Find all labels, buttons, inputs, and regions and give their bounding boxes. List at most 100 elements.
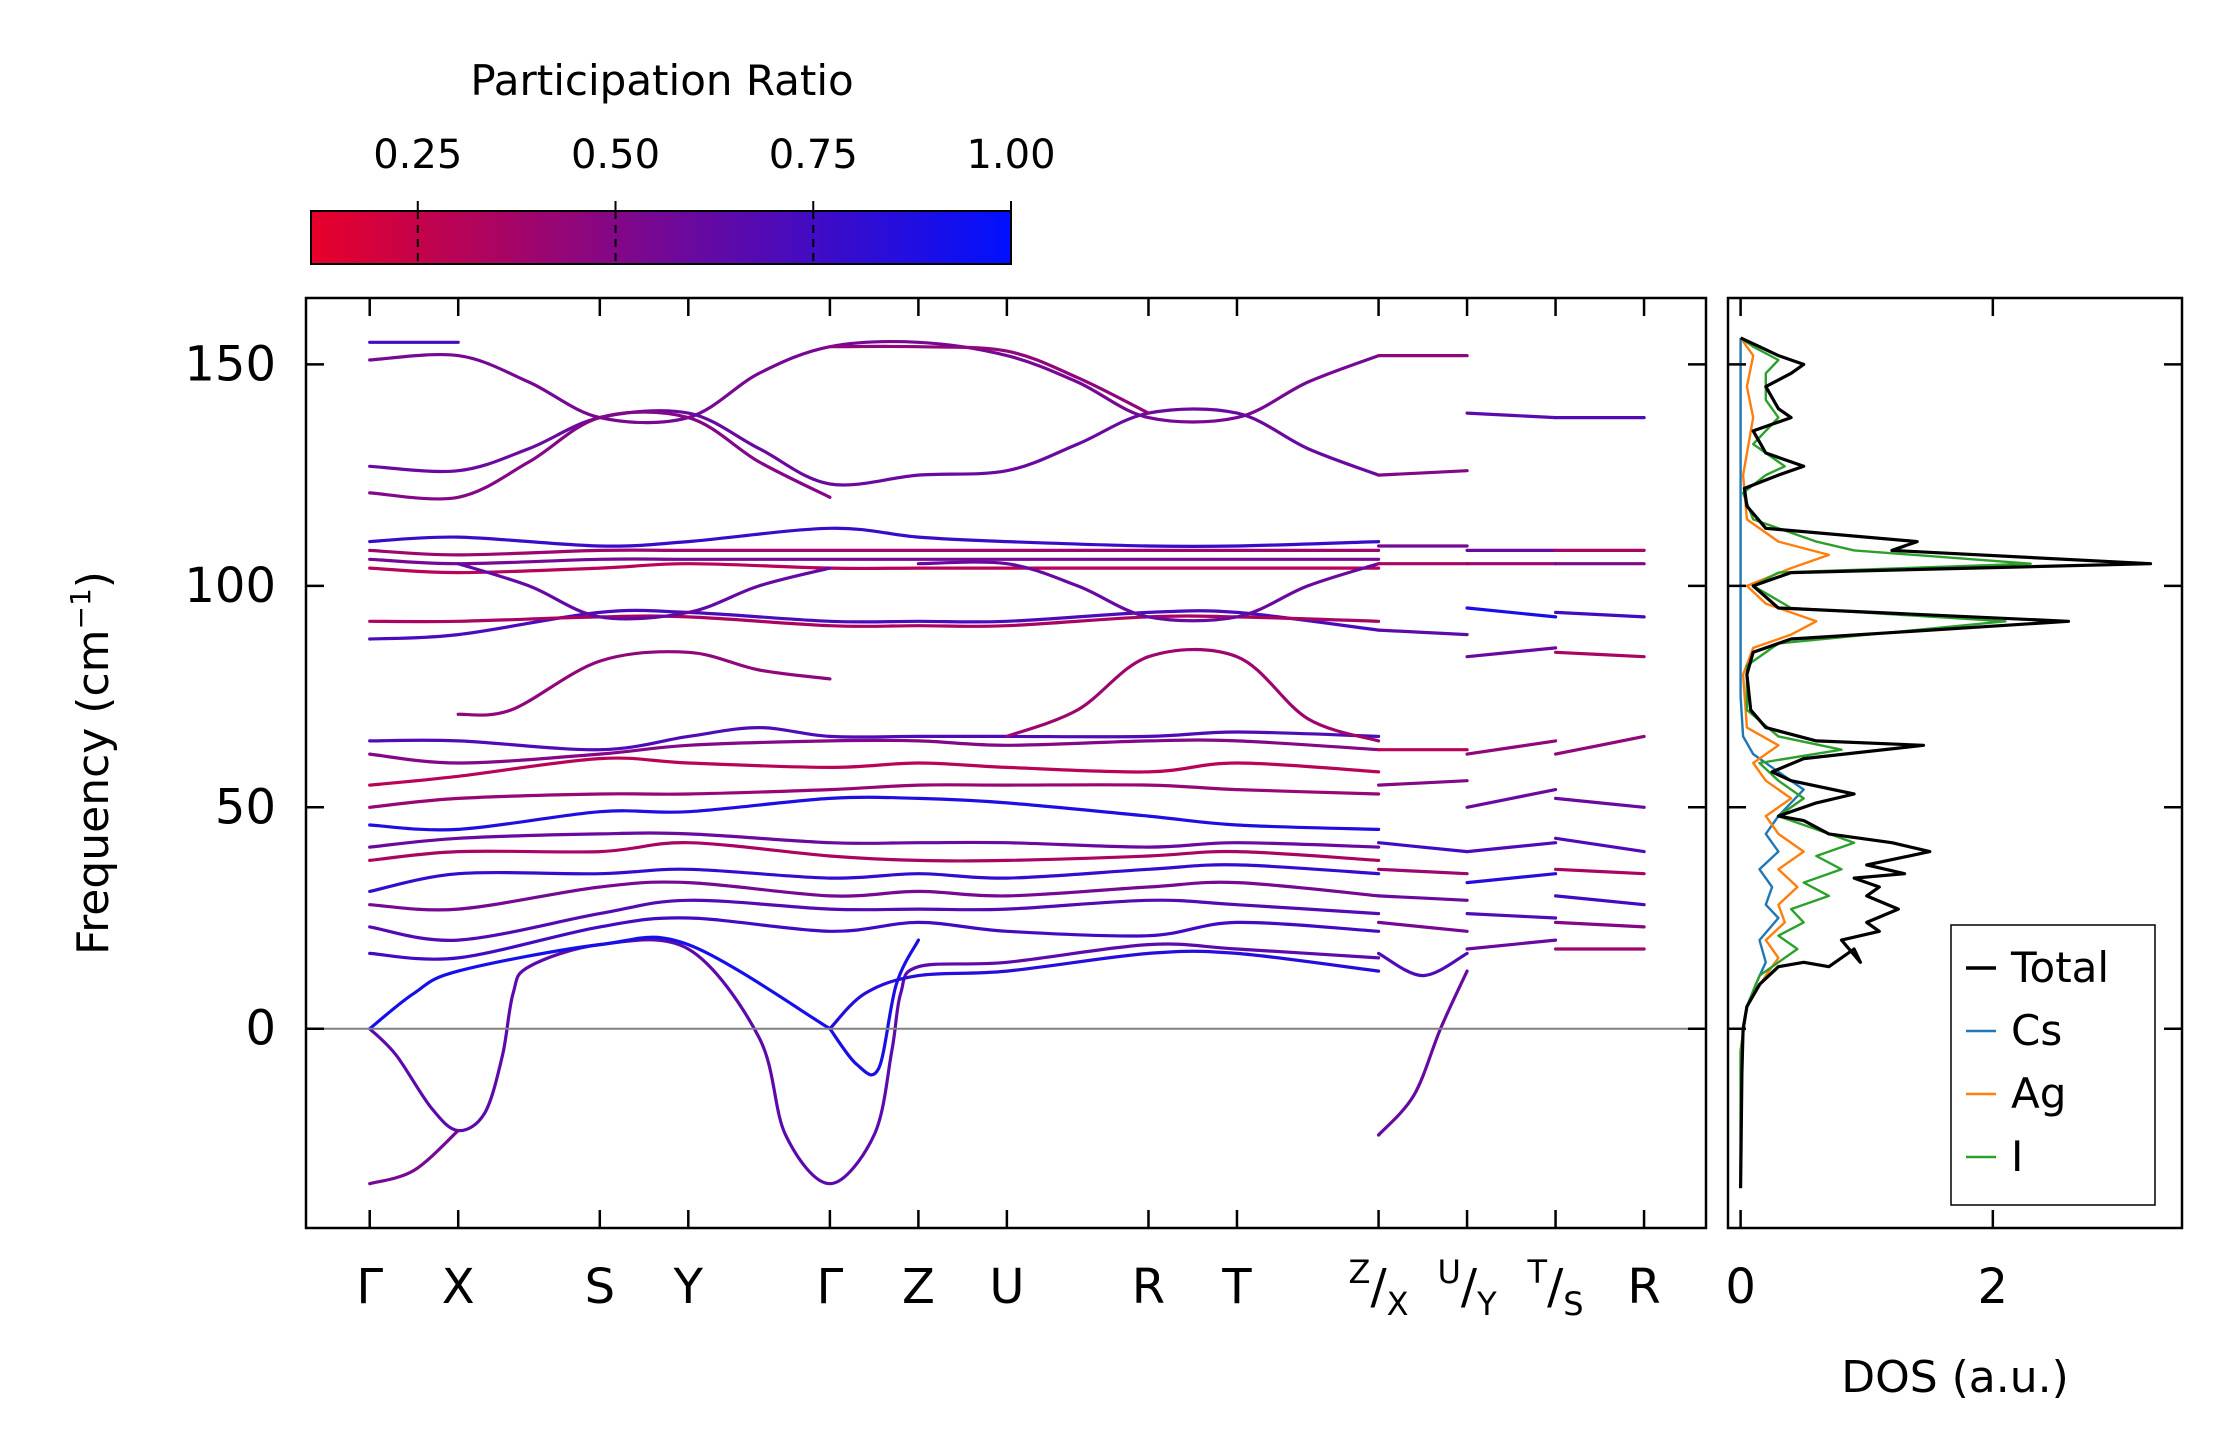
band-optic-low-9: [368, 756, 1381, 787]
band-optic-low-1: [368, 916, 1381, 961]
kpoint-label: Y: [673, 1259, 704, 1315]
band-acoustic-5: [828, 938, 920, 1077]
kpoint-label: R: [1132, 1259, 1165, 1315]
band-optic-high-2: [368, 340, 1381, 425]
band-y-tick-label: 100: [184, 558, 276, 614]
band-optic-low-5: [368, 841, 1381, 863]
band-ts-8: [1554, 650, 1646, 659]
colorbar: Participation Ratio 0.25 0.50 0.75 1.00: [310, 56, 1056, 265]
kpoint-label: X: [442, 1259, 475, 1315]
band-optic-high-4: [368, 410, 832, 501]
colorbar-ticks: 0.25 0.50 0.75 1.00: [373, 132, 1056, 264]
band-optic-mid-3: [368, 608, 1381, 641]
band-y-label-sup: −1: [64, 588, 97, 629]
colorbar-tick-label: 1.00: [966, 132, 1055, 178]
kpoint-label: S: [585, 1259, 615, 1315]
band-optic-mid-7: [368, 548, 1381, 557]
band-ts-5: [1554, 836, 1646, 854]
band-optic-high-3: [368, 407, 1381, 487]
band-uy-4: [1465, 841, 1558, 854]
kpoint-label: Γ: [817, 1259, 844, 1315]
band-zx-1: [1377, 969, 1469, 1137]
band-ts-2: [1554, 920, 1646, 929]
band-uy-8: [1465, 606, 1558, 619]
kpoint-label: Γ: [356, 1259, 383, 1315]
band-optic-mid-1: [456, 650, 832, 717]
band-zx-3: [1377, 920, 1469, 933]
colorbar-gradient: [310, 210, 1012, 265]
band-zx-12: [1377, 469, 1469, 477]
dos-x-tick-label: 2: [1978, 1259, 2009, 1315]
band-optic-mid-6: [368, 557, 1381, 566]
band-zx-7: [1377, 779, 1469, 787]
kpoint-label: U: [989, 1259, 1024, 1315]
band-zx-5: [1377, 867, 1469, 876]
band-uy-6: [1465, 739, 1558, 756]
dos-x-tick-label: 0: [1725, 1259, 1756, 1315]
band-optic-low-10: [368, 738, 1381, 765]
dos-lines: [1739, 336, 2153, 1189]
legend-label: I: [2011, 1132, 2023, 1181]
legend-label: Total: [2010, 943, 2109, 992]
band-optic-low-3: [368, 880, 1381, 912]
band-optic-low-4: [368, 863, 1381, 893]
band-zx-2: [1377, 951, 1469, 978]
dos-x-label: DOS (a.u.): [1841, 1352, 2069, 1403]
band-y-tick-label: 0: [245, 1001, 276, 1057]
band-y-label-end: ): [68, 571, 119, 588]
band-y-label-main: Frequency (cm: [68, 629, 119, 955]
band-optic-low-2: [368, 898, 1381, 942]
band-zx-4: [1377, 894, 1469, 902]
dos-legend: Total Cs Ag I: [1950, 924, 2156, 1206]
band-optic-low-8: [368, 783, 1381, 809]
kpoint-label: Z: [902, 1259, 935, 1315]
band-uy-2: [1465, 912, 1558, 920]
dos-line-total: [1739, 336, 2153, 1189]
colorbar-tick-label: 0.25: [373, 132, 462, 178]
band-acoustic-2: [368, 1129, 460, 1186]
band-uy-7: [1465, 646, 1558, 659]
band-uy-3: [1465, 872, 1558, 885]
kpoint-label: U/Y: [1437, 1253, 1497, 1323]
legend-label: Ag: [2011, 1069, 2066, 1118]
band-optic-low-11: [368, 726, 1381, 752]
band-optic-mid-4: [368, 614, 1381, 628]
colorbar-title: Participation Ratio: [470, 56, 853, 105]
band-uy-1: [1465, 938, 1558, 951]
colorbar-tick-label: 0.75: [769, 132, 858, 178]
band-y-axis: 0 50 100 150: [184, 336, 1706, 1057]
band-acoustic-1: [368, 938, 1381, 1186]
band-optic-mid-8: [368, 526, 1381, 549]
dos-frame: [1726, 296, 2184, 1230]
band-frame: [304, 296, 1708, 1230]
colorbar-tick-label: 0.50: [571, 132, 660, 178]
dos-line-ag: [1739, 337, 1831, 1189]
band-acoustic-3: [368, 935, 832, 1031]
band-zx-9: [1377, 628, 1469, 637]
legend-box: [1950, 924, 2156, 1206]
kpoint-label: T: [1221, 1259, 1252, 1315]
band-zx-6: [1377, 841, 1469, 854]
band-ts-4: [1554, 867, 1646, 876]
band-y-label: Frequency (cm−1): [64, 571, 119, 955]
band-y-tick-label: 50: [215, 779, 276, 835]
band-ts-7: [1554, 734, 1646, 756]
band-optic-high-5: [828, 344, 1151, 415]
band-optic-low-6: [368, 831, 1381, 849]
band-acoustic-4: [828, 949, 1381, 1031]
band-lines: [368, 340, 1646, 1186]
band-uy-11: [1465, 411, 1558, 420]
band-optic-mid-10: [916, 560, 1381, 623]
band-optic-mid-2: [1005, 647, 1381, 743]
legend-entries: Total Cs Ag I: [1966, 943, 2109, 1181]
kpoint-label: R: [1627, 1259, 1660, 1315]
band-ts-9: [1554, 610, 1646, 619]
kpoint-label: T/S: [1527, 1253, 1584, 1323]
band-uy-5: [1465, 788, 1558, 809]
band-y-tick-label: 150: [184, 336, 276, 392]
legend-label: Cs: [2011, 1006, 2062, 1055]
